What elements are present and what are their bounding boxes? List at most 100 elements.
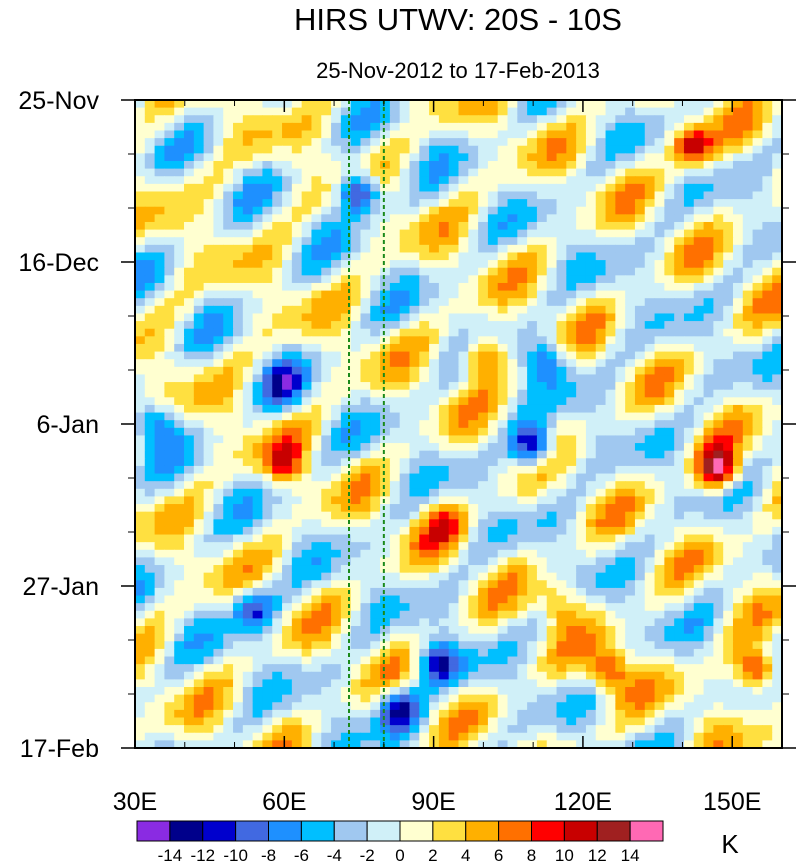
- heatmap-cell: [664, 282, 675, 292]
- heatmap-cell: [262, 504, 273, 513]
- heatmap-cell: [233, 610, 244, 619]
- heatmap-cell: [683, 366, 695, 376]
- heatmap-cell: [605, 229, 616, 238]
- heatmap-cell: [340, 183, 352, 193]
- heatmap-cell: [527, 336, 538, 345]
- heatmap-cell: [164, 587, 175, 597]
- heatmap-cell: [321, 542, 332, 551]
- heatmap-cell: [664, 412, 675, 421]
- heatmap-cell: [448, 366, 460, 376]
- heatmap-cell: [644, 435, 656, 444]
- heatmap-cell: [556, 359, 567, 368]
- heatmap-cell: [634, 504, 646, 513]
- heatmap-cell: [723, 130, 734, 139]
- heatmap-cell: [164, 321, 175, 330]
- heatmap-cell: [487, 618, 499, 627]
- heatmap-cell: [536, 122, 548, 132]
- heatmap-cell: [399, 237, 411, 246]
- heatmap-cell: [399, 511, 411, 520]
- heatmap-cell: [615, 168, 626, 177]
- heatmap-cell: [429, 298, 440, 307]
- heatmap-cell: [615, 183, 626, 193]
- heatmap-cell: [282, 587, 293, 597]
- heatmap-cell: [213, 511, 224, 520]
- heatmap-cell: [772, 336, 782, 345]
- heatmap-cell: [193, 351, 205, 360]
- heatmap-cell: [732, 275, 744, 284]
- heatmap-cell: [732, 305, 744, 315]
- heatmap-cell: [478, 519, 489, 528]
- heatmap-cell: [546, 458, 558, 467]
- heatmap-cell: [389, 481, 401, 490]
- heatmap-cell: [644, 107, 656, 116]
- heatmap-cell: [233, 435, 244, 444]
- heatmap-cell: [135, 580, 146, 589]
- heatmap-cell: [634, 557, 646, 566]
- heatmap-cell: [654, 107, 665, 116]
- heatmap-cell: [458, 465, 469, 475]
- heatmap-cell: [419, 267, 430, 276]
- heatmap-cell: [331, 206, 342, 215]
- heatmap-cell: [497, 130, 509, 139]
- heatmap-cell: [497, 557, 509, 566]
- heatmap-cell: [448, 290, 460, 299]
- heatmap-cell: [595, 420, 607, 429]
- heatmap-cell: [566, 389, 577, 398]
- heatmap-cell: [536, 389, 548, 398]
- heatmap-cell: [752, 221, 763, 231]
- heatmap-cell: [350, 542, 362, 551]
- heatmap-cell: [546, 351, 558, 360]
- heatmap-cell: [762, 557, 773, 566]
- heatmap-cell: [399, 374, 411, 383]
- heatmap-cell: [576, 435, 587, 444]
- heatmap-cell: [517, 267, 528, 276]
- heatmap-cell: [517, 366, 528, 376]
- heatmap-cell: [576, 366, 587, 376]
- heatmap-cell: [350, 336, 362, 345]
- heatmap-cell: [576, 237, 587, 246]
- heatmap-cell: [233, 496, 244, 505]
- heatmap-cell: [213, 214, 224, 223]
- heatmap-cell: [174, 100, 185, 109]
- heatmap-cell: [644, 267, 656, 276]
- heatmap-cell: [585, 221, 597, 231]
- heatmap-cell: [762, 542, 773, 551]
- heatmap-cell: [340, 275, 352, 284]
- heatmap-cell: [507, 648, 518, 658]
- heatmap-cell: [350, 214, 362, 223]
- heatmap-cell: [213, 199, 224, 208]
- heatmap-cell: [282, 305, 293, 315]
- heatmap-cell: [517, 671, 528, 680]
- heatmap-cell: [654, 374, 665, 383]
- heatmap-cell: [595, 473, 607, 482]
- heatmap-cell: [556, 641, 567, 650]
- heatmap-cell: [419, 206, 430, 215]
- heatmap-cell: [605, 122, 616, 132]
- heatmap-cell: [380, 420, 391, 429]
- heatmap-cell: [576, 107, 587, 116]
- heatmap-cell: [507, 549, 518, 559]
- heatmap-cell: [291, 565, 303, 574]
- heatmap-cell: [644, 565, 656, 574]
- heatmap-cell: [507, 206, 518, 215]
- heatmap-cell: [487, 321, 499, 330]
- heatmap-cell: [644, 397, 656, 406]
- heatmap-cell: [252, 290, 264, 299]
- heatmap-cell: [644, 282, 656, 292]
- heatmap-cell: [154, 305, 166, 315]
- heatmap-cell: [389, 488, 401, 498]
- heatmap-cell: [370, 511, 381, 520]
- heatmap-cell: [732, 199, 744, 208]
- heatmap-cell: [213, 305, 224, 315]
- heatmap-cell: [536, 488, 548, 498]
- heatmap-cell: [527, 252, 538, 261]
- heatmap-cell: [193, 321, 205, 330]
- heatmap-cell: [448, 389, 460, 398]
- heatmap-cell: [409, 389, 420, 398]
- heatmap-cell: [536, 511, 548, 520]
- heatmap-cell: [360, 244, 371, 254]
- heatmap-cell: [772, 412, 782, 421]
- heatmap-cell: [713, 138, 724, 147]
- heatmap-cell: [458, 626, 469, 635]
- heatmap-cell: [772, 443, 782, 452]
